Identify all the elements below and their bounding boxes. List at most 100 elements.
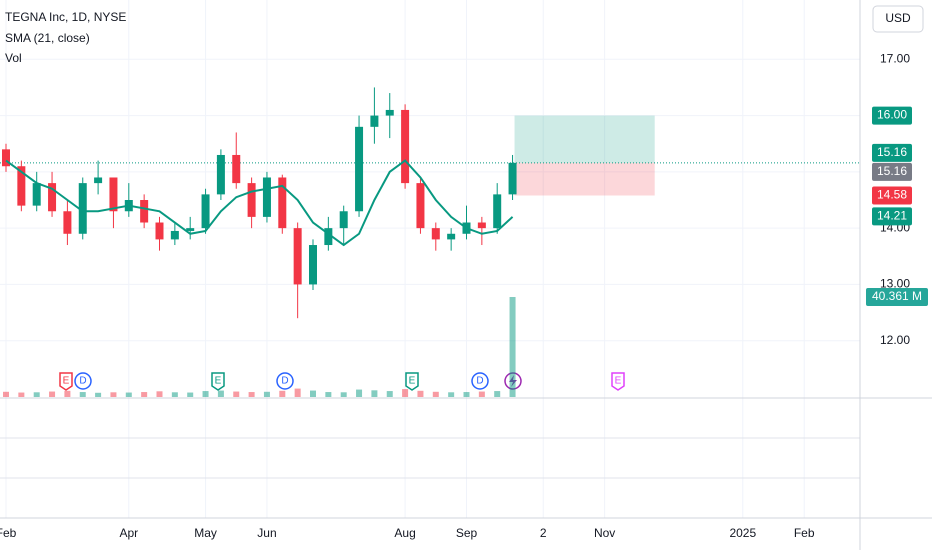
event-badge [611,372,625,391]
candle-body [155,222,164,240]
event-marker: E [211,372,225,391]
volume-bar [263,391,270,397]
event-label: D [79,376,86,387]
x-tick-label: Sep [456,526,478,540]
x-tick-label: Apr [119,526,138,540]
candle-body [385,109,394,116]
price-badge-label: 15.16 [877,164,907,178]
volume-bar [141,392,148,397]
x-tick-label: Aug [394,526,415,540]
volume-bar [33,392,40,397]
price-badge [872,162,912,181]
candle-body [94,177,103,184]
candle-body [370,115,379,127]
x-tick-label: 2 [540,526,547,540]
candle-body [232,154,241,184]
price-badge-label: 15.16 [877,145,907,159]
volume-bar [64,390,71,397]
volume-bar [217,390,224,397]
y-tick-label: 17.00 [880,51,910,65]
volume-bar [386,391,393,397]
sma-line [5,159,514,247]
price-badge [872,143,912,162]
candle-body [477,222,486,229]
volume-bar [156,391,163,397]
volume-bar [432,391,439,397]
event-label: E [615,376,622,387]
volume-bar [79,392,86,397]
volume-bar [448,392,455,397]
currency-label[interactable]: USD [885,11,911,25]
candle-body [216,154,225,195]
volume-badge-label: 40.361 M [872,289,922,303]
price-badge-label: 14.58 [877,188,907,202]
volume-bar [417,390,424,397]
event-badge [211,372,225,391]
event-label: E [409,376,416,387]
volume-bar [279,390,286,397]
x-tick-label: Feb [0,526,17,540]
volume-bar [187,392,194,397]
candle-body [109,177,118,212]
volume-bar [509,297,516,397]
event-marker: D [74,372,92,390]
candle-body [324,228,333,246]
volume-bar [3,391,9,397]
event-label: D [281,376,288,387]
candle-body [2,149,10,167]
y-tick-label: 13.00 [880,277,910,291]
candle-body [309,245,317,285]
x-tick-label: Nov [594,526,615,540]
x-tick-label: Jun [257,526,276,540]
y-tick-label: 12.00 [880,333,910,347]
event-label: E [215,376,222,387]
volume-badge [866,288,928,306]
event-marker: E [59,372,73,391]
event-label: E [63,376,70,387]
event-badge [405,372,419,391]
volume-bar [340,392,347,397]
candle-body [32,183,41,206]
candle-body [278,177,287,229]
volume-bar [18,392,25,397]
candle-body [17,166,26,206]
volume-bar [248,392,255,397]
volume-bar [95,392,102,397]
indicator-sma: SMA (21, close) [5,31,90,45]
volume-bar [402,389,409,397]
event-marker: D [276,372,294,390]
position-target-zone [514,115,655,163]
candle-body [339,211,348,229]
candle-body [63,211,72,234]
volume-bar [478,391,485,397]
volume-bar [171,392,178,397]
volume-bar [371,390,378,397]
price-badge-label: 14.21 [877,208,907,222]
event-badge [471,372,489,390]
candle-body [401,109,410,184]
currency-button[interactable] [872,5,924,33]
volume-bar [325,392,332,397]
event-marker: E [611,372,625,391]
event-badge [59,372,73,391]
volume-bar [233,391,240,397]
candle-body [508,162,517,195]
symbol-title: TEGNA Inc, 1D, NYSE [5,10,126,24]
x-tick-label: 2025 [729,526,756,540]
position-stop-zone [514,162,655,196]
x-tick-label: Feb [794,526,815,540]
price-badge-label: 16.00 [877,108,907,122]
volume-bar [202,391,209,397]
x-tick-label: May [194,526,217,540]
candle-body [140,200,149,223]
volume-bar [463,392,470,397]
candle-body [493,194,502,229]
volume-bar [494,391,501,397]
volume-bar [356,389,363,397]
price-badge [872,186,912,205]
event-label: D [476,376,483,387]
event-marker: D [471,372,489,390]
candle-body [170,230,179,240]
price-badge [872,106,912,125]
